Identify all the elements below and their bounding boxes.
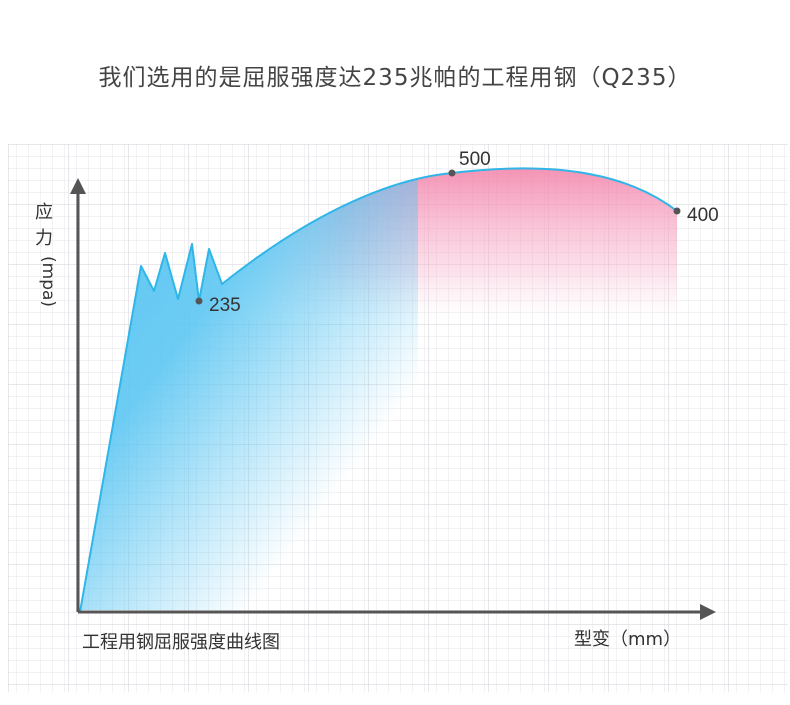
point-500 xyxy=(448,169,456,177)
point-label-400: 400 xyxy=(687,205,719,226)
y-axis-label-text: 应力 xyxy=(35,202,53,249)
chart-caption: 工程用钢屈服强度曲线图 xyxy=(82,632,280,653)
point-400 xyxy=(673,207,681,215)
y-axis-label-unit: (mpa) xyxy=(38,256,58,308)
point-label-500: 500 xyxy=(459,149,491,170)
y-axis-arrow-icon xyxy=(70,178,86,194)
x-axis-arrow-icon xyxy=(700,604,716,620)
stress-curve-line xyxy=(79,167,678,613)
x-axis-label: 型变（mm） xyxy=(574,629,682,650)
page-title: 我们选用的是屈服强度达235兆帕的工程用钢（Q235） xyxy=(98,65,692,91)
point-235 xyxy=(195,297,203,305)
y-axis-label: 应力 (mpa) xyxy=(34,200,58,307)
point-label-235: 235 xyxy=(209,295,241,316)
